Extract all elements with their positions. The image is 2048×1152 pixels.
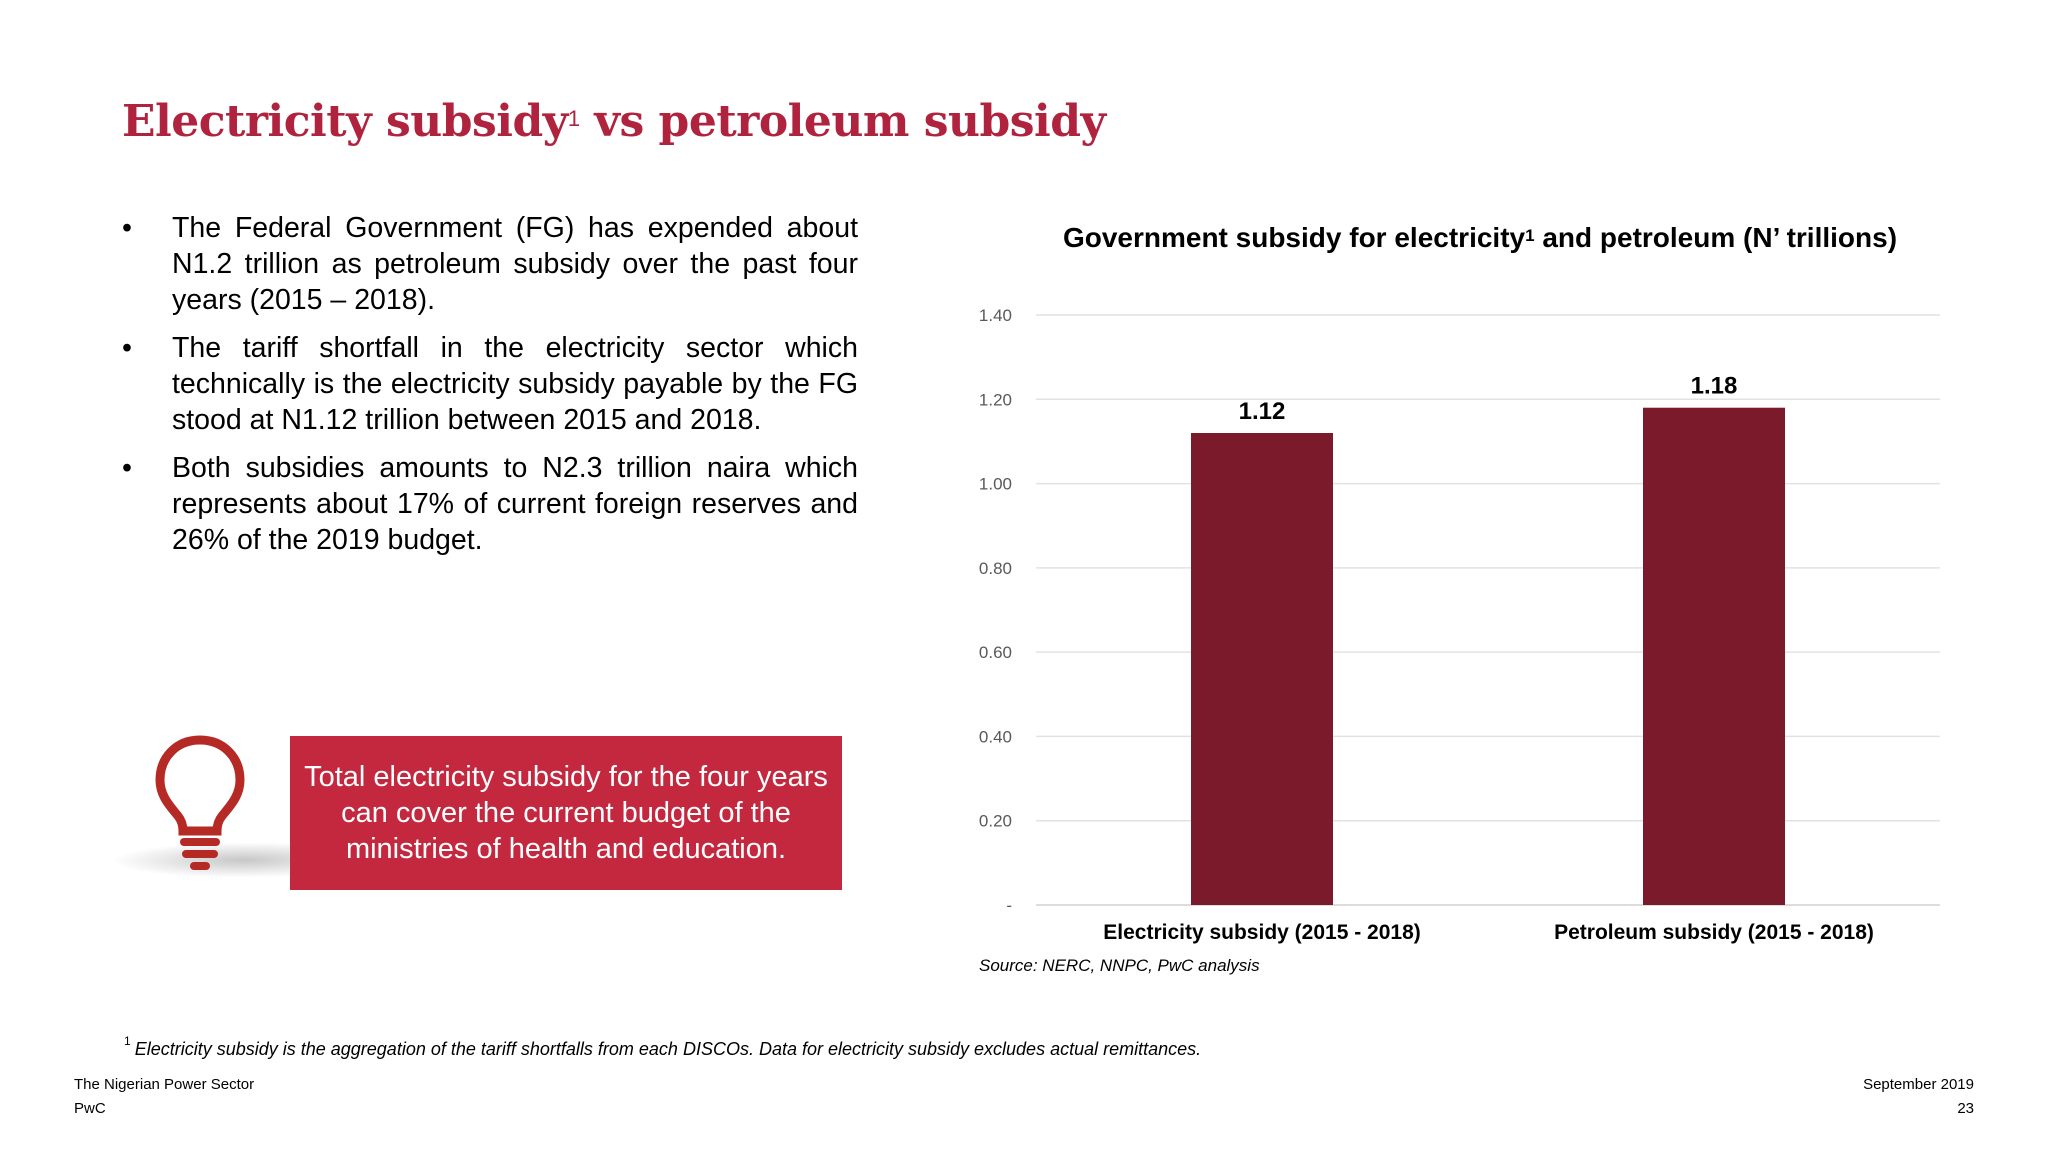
slide-title-main: Electricity subsidy [122, 96, 568, 147]
footer-right: September 2019 23 [1863, 1073, 1974, 1121]
bullet-dot: • [122, 212, 132, 244]
chart-title-part1: Government subsidy for electricity [1062, 222, 1526, 253]
bar [1191, 433, 1333, 905]
slide-title-footnote-mark: 1 [567, 106, 580, 131]
footer-date: September 2019 [1863, 1076, 1974, 1093]
x-tick-label: Petroleum subsidy (2015 - 2018) [1554, 921, 1874, 944]
y-tick-label: 0.60 [979, 643, 1012, 662]
lightbulb-icon [155, 735, 245, 870]
footnote: 1 Electricity subsidy is the aggregation … [124, 1034, 1202, 1060]
chart-source: Source: NERC, NNPC, PwC analysis [979, 956, 1260, 975]
bullet-text: The Federal Government (FG) has expended… [172, 212, 858, 316]
slide-title: Electricity subsidy1 vs petroleum subsid… [122, 96, 1106, 147]
bullet-dot: • [122, 332, 132, 364]
callout-box: Total electricity subsidy for the four y… [290, 736, 842, 890]
footnote-mark: 1 [124, 1034, 131, 1048]
bar [1643, 407, 1785, 905]
y-tick-label: 0.40 [979, 727, 1012, 746]
y-tick-label: - [1006, 896, 1012, 915]
chart-title-footnote-mark: 1 [1525, 226, 1535, 245]
x-tick-label: Electricity subsidy (2015 - 2018) [1103, 921, 1421, 944]
data-label: 1.12 [1239, 398, 1286, 425]
page-number: 23 [1957, 1100, 1974, 1117]
footnote-text: Electricity subsidy is the aggregation o… [134, 1039, 1202, 1059]
y-tick-label: 1.40 [979, 306, 1012, 325]
y-tick-label: 1.00 [979, 475, 1012, 494]
chart-title: Government subsidy for electricity1 and … [1040, 220, 1920, 255]
y-tick-label: 0.20 [979, 812, 1012, 831]
footer-left: The Nigerian Power Sector PwC [74, 1073, 254, 1121]
callout-text: Total electricity subsidy for the four y… [304, 761, 828, 865]
slide-title-rest: vs petroleum subsidy [579, 96, 1106, 147]
bullet-text: The tariff shortfall in the electricity … [172, 332, 858, 436]
y-tick-label: 1.20 [979, 390, 1012, 409]
footer-report-name: The Nigerian Power Sector [74, 1076, 255, 1093]
footer-company: PwC [74, 1100, 106, 1117]
bullet-item: • The Federal Government (FG) has expende… [122, 210, 858, 318]
bar-chart: - 0.20 0.40 0.60 0.80 1.00 1.20 1.40 1.12 Electri… [979, 306, 1940, 944]
bullet-item: • Both subsidies amounts to N2.3 trillion… [122, 450, 858, 558]
bullet-item: • The tariff shortfall in the electricity… [122, 330, 858, 438]
bullet-dot: • [122, 452, 132, 484]
data-label: 1.18 [1691, 373, 1738, 400]
y-tick-label: 0.80 [979, 559, 1012, 578]
chart-title-part2: and petroleum (N’ trillions) [1534, 222, 1898, 253]
bullet-text: Both subsidies amounts to N2.3 trillion … [172, 452, 858, 556]
bullet-list: • The Federal Government (FG) has expende… [122, 210, 858, 570]
